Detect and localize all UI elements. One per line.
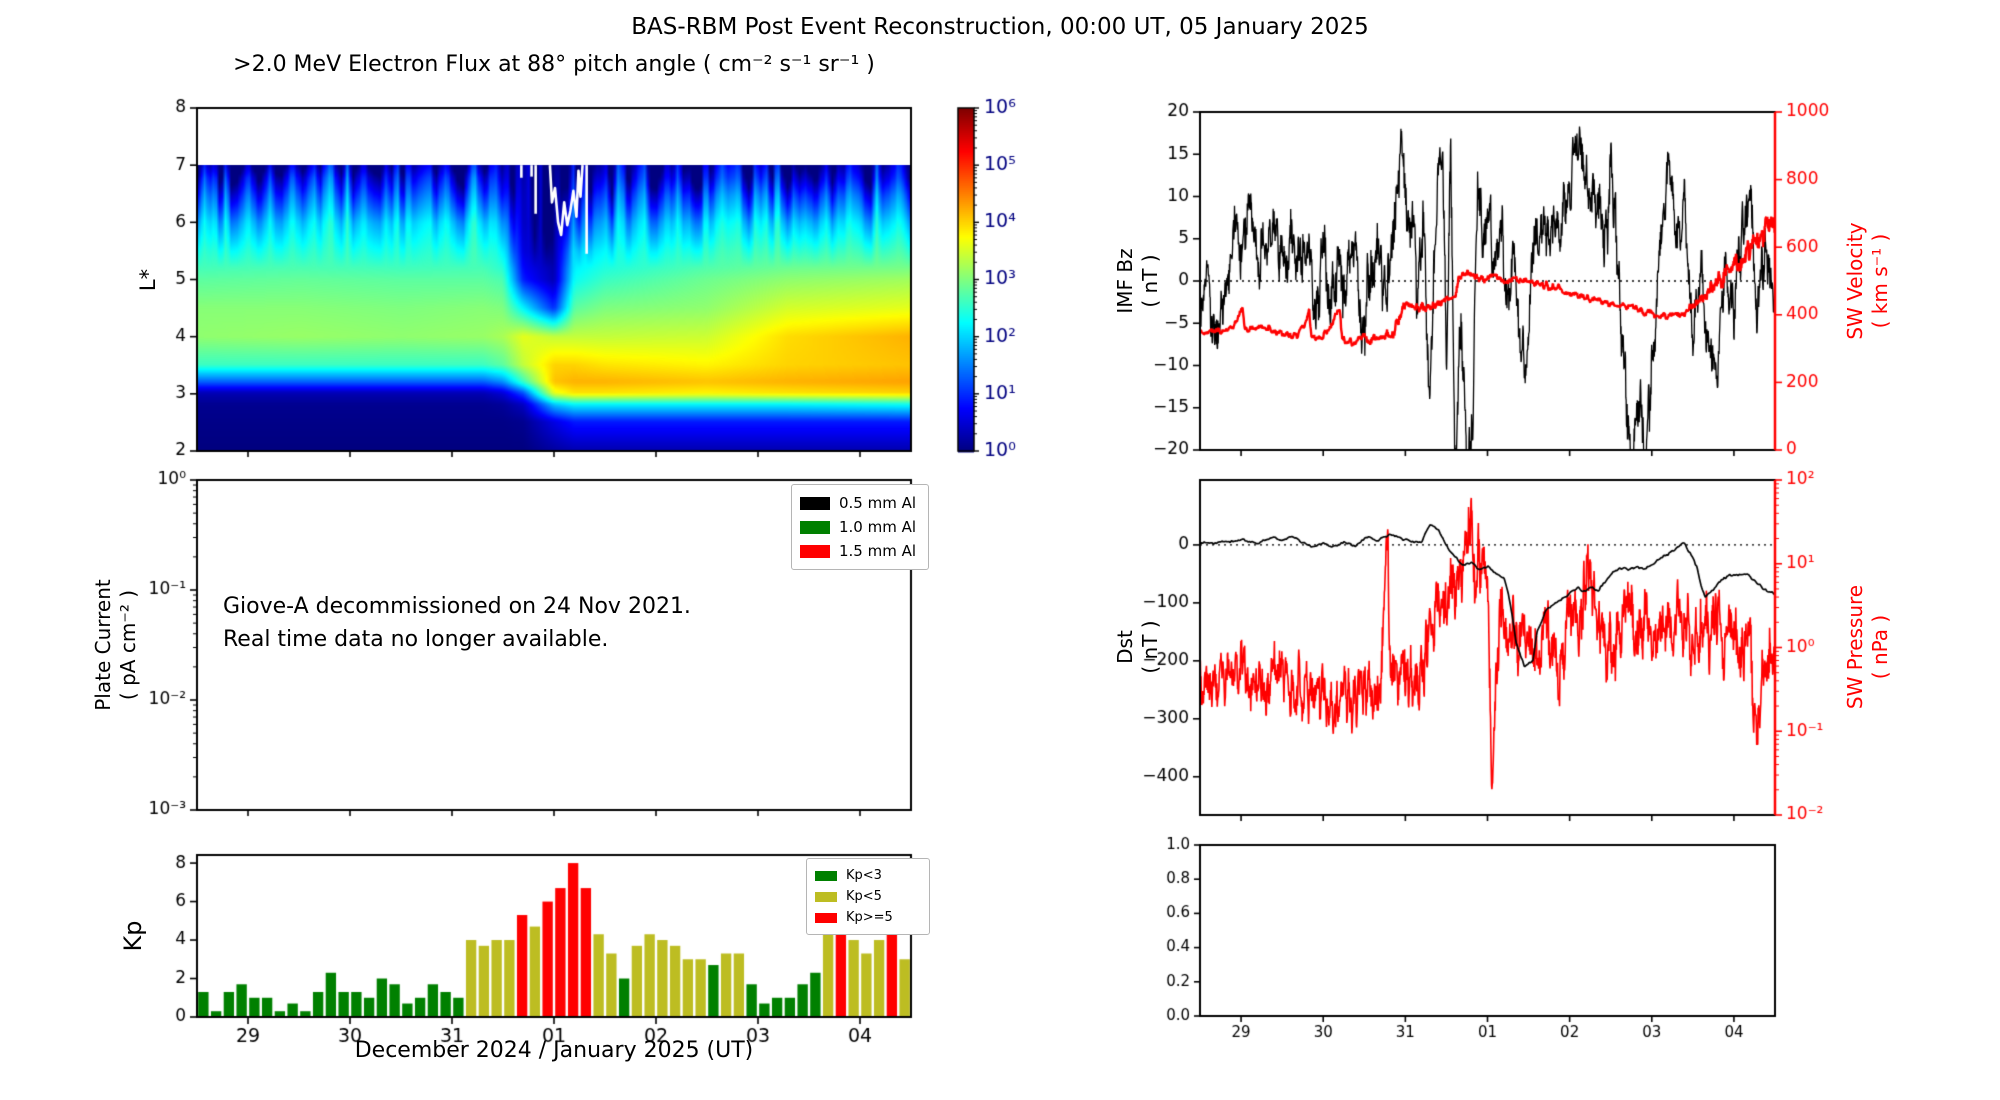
annotation-line2: Real time data no longer available. bbox=[223, 627, 609, 652]
plate-current-legend: 0.5 mm Al 1.0 mm Al 1.5 mm Al bbox=[791, 484, 929, 570]
legend-label: 1.0 mm Al bbox=[839, 518, 917, 536]
sw-velocity-ylabel: SW Velocity ( km s⁻¹ ) bbox=[1843, 222, 1893, 339]
legend-label: Kp<3 bbox=[846, 868, 882, 883]
sw-velocity-ylabel-line1: SW Velocity bbox=[1843, 222, 1867, 340]
kp-ylabel: Kp bbox=[119, 920, 147, 952]
legend-item: 1.5 mm Al bbox=[800, 542, 918, 560]
legend-item: Kp>=5 bbox=[815, 910, 919, 925]
figure-title: BAS-RBM Post Event Reconstruction, 00:00… bbox=[631, 14, 1369, 40]
legend-swatch-kp-mid bbox=[815, 891, 837, 902]
legend-swatch-kp-high bbox=[815, 912, 837, 923]
legend-swatch-0.5mm bbox=[800, 496, 830, 510]
legend-swatch-kp-low bbox=[815, 870, 837, 881]
imf-bz-ylabel: IMF Bz ( nT ) bbox=[1113, 248, 1163, 313]
dst-ylabel-line2: ( nT ) bbox=[1138, 620, 1162, 674]
legend-item: Kp<5 bbox=[815, 889, 919, 904]
imf-bz-ylabel-line1: IMF Bz bbox=[1113, 248, 1137, 314]
legend-item: Kp<3 bbox=[815, 868, 919, 883]
kp-legend: Kp<3 Kp<5 Kp>=5 bbox=[806, 858, 930, 935]
sw-pressure-ylabel-line2: ( nPa ) bbox=[1868, 614, 1892, 680]
dst-ylabel: Dst ( nT ) bbox=[1113, 620, 1163, 673]
legend-swatch-1.0mm bbox=[800, 520, 830, 534]
legend-swatch-1.5mm bbox=[800, 544, 830, 558]
kp-xlabel: December 2024 / January 2025 (UT) bbox=[354, 1038, 754, 1063]
legend-label: 0.5 mm Al bbox=[839, 494, 917, 512]
sw-pressure-ylabel: SW Pressure ( nPa ) bbox=[1843, 585, 1893, 709]
annotation-line1: Giove-A decommissioned on 24 Nov 2021. bbox=[223, 594, 691, 619]
sw-pressure-ylabel-line1: SW Pressure bbox=[1843, 584, 1867, 710]
plate-current-ylabel: Plate Current ( pA cm⁻² ) bbox=[91, 579, 141, 711]
spectrogram-title: >2.0 MeV Electron Flux at 88° pitch angl… bbox=[233, 52, 875, 77]
plate-current-ylabel-line1: Plate Current bbox=[91, 579, 115, 711]
spectrogram-ylabel: L* bbox=[136, 268, 160, 292]
legend-label: Kp<5 bbox=[846, 889, 882, 904]
imf-bz-ylabel-line2: ( nT ) bbox=[1138, 254, 1162, 308]
sw-velocity-ylabel-line2: ( km s⁻¹ ) bbox=[1868, 233, 1892, 329]
legend-item: 0.5 mm Al bbox=[800, 494, 918, 512]
legend-item: 1.0 mm Al bbox=[800, 518, 918, 536]
plate-current-ylabel-line2: ( pA cm⁻² ) bbox=[116, 589, 140, 701]
dst-ylabel-line1: Dst bbox=[1113, 630, 1137, 664]
legend-label: Kp>=5 bbox=[846, 910, 893, 925]
plate-current-annotation: Giove-A decommissioned on 24 Nov 2021. R… bbox=[223, 590, 691, 656]
legend-label: 1.5 mm Al bbox=[839, 542, 917, 560]
